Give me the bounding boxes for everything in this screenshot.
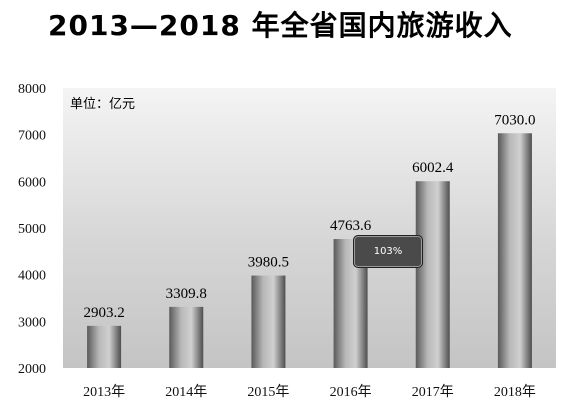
y-axis-ticks: 2000 3000 4000 5000 6000 7000 8000 bbox=[18, 82, 46, 377]
y-tick-label: 5000 bbox=[18, 222, 46, 237]
y-tick-label: 4000 bbox=[18, 269, 46, 284]
bars bbox=[87, 133, 532, 368]
bar-value-label: 7030.0 bbox=[494, 112, 535, 128]
bar-value-label: 3980.5 bbox=[248, 255, 289, 271]
chart-title: 2013—2018 年全省国内旅游收入 bbox=[48, 9, 513, 42]
zoom-level-badge[interactable]: 103% bbox=[353, 235, 423, 268]
bar-value-label: 3309.8 bbox=[166, 286, 207, 302]
y-tick-label: 6000 bbox=[18, 175, 46, 190]
x-axis-labels: 2013年 2014年 2015年 2016年 2017年 2018年 bbox=[83, 384, 536, 400]
x-tick-label: 2017年 bbox=[412, 384, 454, 400]
unit-label: 单位：亿元 bbox=[70, 97, 135, 112]
bar bbox=[251, 275, 286, 368]
x-tick-label: 2013年 bbox=[83, 384, 125, 400]
bar bbox=[87, 325, 122, 368]
bar bbox=[497, 133, 532, 368]
y-tick-label: 3000 bbox=[18, 315, 46, 330]
x-tick-label: 2015年 bbox=[247, 384, 289, 400]
plot-area bbox=[63, 88, 556, 368]
x-tick-label: 2014年 bbox=[165, 384, 207, 400]
y-tick-label: 7000 bbox=[18, 129, 46, 144]
bar-value-label: 2903.2 bbox=[83, 305, 124, 321]
y-tick-label: 2000 bbox=[18, 362, 46, 377]
bar bbox=[415, 181, 450, 368]
value-labels: 2903.2 3309.8 3980.5 4763.6 6002.4 7030.0 bbox=[83, 112, 535, 321]
y-tick-label: 8000 bbox=[18, 82, 46, 97]
bar-value-label: 6002.4 bbox=[412, 160, 454, 176]
bar bbox=[169, 306, 204, 368]
bar-value-label: 4763.6 bbox=[330, 218, 372, 234]
x-tick-label: 2018年 bbox=[494, 384, 536, 400]
x-tick-label: 2016年 bbox=[330, 384, 372, 400]
